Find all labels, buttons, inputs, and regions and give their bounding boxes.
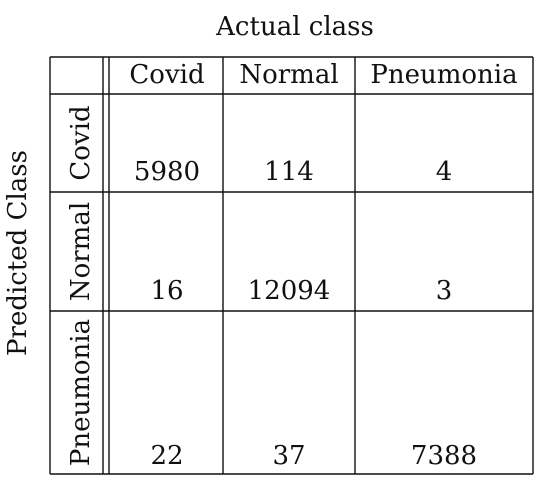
column-header-normal: Normal — [239, 60, 338, 90]
cell-value-pneumonia-normal: 37 — [272, 441, 305, 471]
cell-value-normal-pneumonia: 3 — [436, 276, 453, 306]
cell-value-normal-covid: 16 — [150, 276, 183, 306]
cell-value-covid-covid: 5980 — [134, 157, 200, 187]
row-header-pneumonia: Pneumonia — [66, 319, 96, 466]
cell-value-pneumonia-pneumonia: 7388 — [411, 441, 477, 471]
cell-value-covid-pneumonia: 4 — [436, 157, 453, 187]
row-header-covid: Covid — [66, 105, 96, 180]
cell-value-covid-normal: 114 — [264, 157, 314, 187]
cell-value-normal-normal: 12094 — [248, 276, 331, 306]
cell-value-pneumonia-covid: 22 — [150, 441, 183, 471]
row-header-normal: Normal — [66, 202, 96, 301]
column-header-pneumonia: Pneumonia — [370, 60, 517, 90]
x-axis-title: Actual class — [216, 12, 374, 42]
column-header-covid: Covid — [129, 60, 204, 90]
